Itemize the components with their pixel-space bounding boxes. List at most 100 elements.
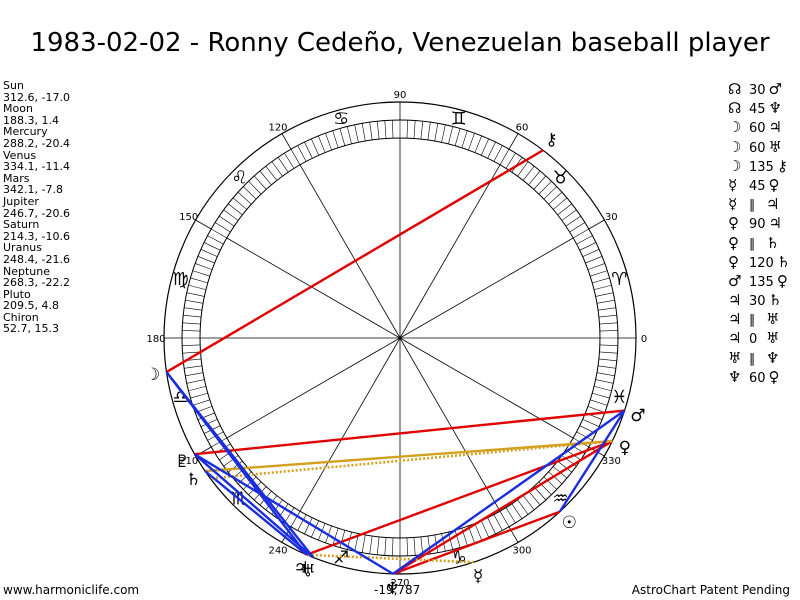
degree-tick bbox=[384, 537, 387, 556]
aspect-planet-2: ♂ bbox=[768, 80, 782, 98]
planet-glyph: ☽ bbox=[145, 365, 160, 385]
aspect-table: ☊ 30 ♂ ☊ 45 ♆ ☽ 60 ♃ ☽ 60 ♅ ☽ 135 ⚷ ☿ 45 ♀ ☿ ∥ ♃ ♀ 90 ♃ ♀ ∥ ♄ ♀ 120 ♄… bbox=[728, 80, 795, 387]
degree-tick bbox=[361, 534, 366, 553]
degree-tick bbox=[599, 351, 618, 354]
degree-tick bbox=[197, 256, 215, 264]
position-value: 334.1, -11.4 bbox=[3, 160, 70, 174]
degree-tick bbox=[595, 292, 614, 297]
degree-tick bbox=[354, 124, 359, 143]
degree-tick bbox=[211, 437, 227, 448]
degree-tick bbox=[223, 455, 239, 467]
degree-label: 0 bbox=[641, 334, 647, 345]
aspect-type: 120 bbox=[749, 255, 774, 271]
aspect-type: 90 bbox=[749, 217, 766, 233]
degree-tick bbox=[284, 507, 295, 524]
degree-tick bbox=[332, 528, 339, 546]
degree-tick bbox=[493, 514, 503, 531]
degree-tick bbox=[474, 523, 482, 541]
position-name: Pluto bbox=[3, 287, 31, 301]
degree-tick bbox=[454, 530, 461, 548]
degree-tick bbox=[271, 161, 283, 177]
aspect-line bbox=[204, 439, 613, 473]
aspect-line bbox=[204, 470, 308, 556]
position-value: 248.4, -21.6 bbox=[3, 252, 70, 266]
degree-tick bbox=[448, 126, 454, 145]
zodiac-sign-glyph: ♎ bbox=[173, 387, 189, 408]
degree-tick bbox=[587, 263, 605, 270]
degree-tick bbox=[585, 256, 603, 264]
degree-tick bbox=[182, 351, 201, 354]
degree-tick bbox=[392, 537, 394, 556]
aspect-row: ♃ 30 ♄ bbox=[728, 291, 795, 310]
degree-tick bbox=[361, 123, 366, 142]
position-value: 214.3, -10.6 bbox=[3, 229, 70, 243]
aspect-planet-2: ♅ bbox=[766, 310, 780, 329]
degree-tick bbox=[599, 330, 618, 332]
degree-tick bbox=[598, 314, 617, 318]
degree-tick bbox=[406, 537, 408, 556]
degree-tick bbox=[533, 175, 547, 190]
planet-glyph: ♂ bbox=[630, 406, 645, 426]
position-value: 312.6, -17.0 bbox=[3, 90, 70, 104]
aspect-line bbox=[392, 409, 626, 575]
degree-tick bbox=[195, 263, 213, 270]
zodiac-sign-glyph: ♌ bbox=[231, 167, 247, 188]
chart-title: 1983-02-02 - Ronny Cedeño, Venezuelan ba… bbox=[30, 28, 770, 58]
degree-tick bbox=[192, 399, 210, 406]
degree-tick bbox=[207, 235, 224, 245]
degree-tick bbox=[543, 476, 558, 490]
degree-tick bbox=[284, 152, 295, 169]
degree-tick bbox=[522, 166, 535, 181]
degree-tick bbox=[434, 123, 439, 142]
aspect-row: ☿ 45 ♀ bbox=[728, 176, 795, 195]
aspect-planet-2: ♀ bbox=[776, 271, 788, 290]
zodiac-sign-glyph: ♐ bbox=[333, 547, 349, 568]
degree-tick bbox=[561, 209, 577, 221]
sign-spoke bbox=[226, 337, 401, 439]
planet-glyph: ♀ bbox=[619, 438, 631, 458]
aspect-line bbox=[165, 149, 544, 374]
degree-tick bbox=[522, 495, 535, 510]
sign-spoke bbox=[399, 337, 501, 512]
aspect-planet-2: ♆ bbox=[768, 99, 782, 118]
degree-tick bbox=[593, 284, 612, 290]
degree-tick bbox=[538, 180, 552, 195]
degree-tick bbox=[297, 145, 307, 162]
degree-tick bbox=[441, 124, 446, 143]
degree-tick bbox=[376, 121, 380, 140]
degree-tick bbox=[413, 120, 416, 139]
aspect-row: ☊ 45 ♆ bbox=[728, 99, 795, 118]
zodiac-sign-glyph: ♊ bbox=[451, 109, 467, 130]
position-name: Venus bbox=[3, 148, 37, 162]
aspect-planet-1: ♃ bbox=[728, 310, 742, 329]
degree-tick bbox=[557, 460, 572, 473]
degree-tick bbox=[582, 419, 600, 427]
zodiac-sign-glyph: ♓ bbox=[611, 387, 627, 408]
degree-tick bbox=[265, 166, 278, 181]
degree-tick bbox=[599, 344, 618, 346]
sign-spoke bbox=[399, 164, 501, 339]
aspect-type: ∥ bbox=[749, 198, 756, 214]
degree-tick bbox=[487, 517, 496, 535]
degree-tick bbox=[232, 197, 247, 210]
degree-label: 330 bbox=[602, 456, 621, 467]
aspect-planet-1: ♆ bbox=[728, 367, 742, 386]
zodiac-sign-glyph: ♈ bbox=[611, 269, 627, 290]
degree-tick bbox=[590, 399, 608, 406]
footer-website[interactable]: www.harmoniclife.com bbox=[3, 583, 140, 597]
planet-glyph: ♃ bbox=[293, 559, 308, 579]
position-name: Mercury bbox=[3, 125, 48, 139]
degree-label: 210 bbox=[179, 456, 198, 467]
degree-label: 120 bbox=[268, 123, 287, 134]
aspect-planet-1: ☿ bbox=[728, 195, 738, 214]
aspect-planet-1: ♀ bbox=[728, 233, 739, 252]
aspect-line bbox=[392, 510, 561, 576]
planet-glyph: ☿ bbox=[473, 566, 483, 586]
degree-tick bbox=[454, 128, 461, 146]
position-value: 188.3, 1.4 bbox=[3, 113, 59, 127]
aspect-planet-1: ♀ bbox=[728, 252, 739, 271]
degree-tick bbox=[481, 520, 489, 538]
degree-tick bbox=[311, 520, 319, 538]
sign-spoke-outer bbox=[508, 133, 519, 150]
sign-spoke-outer bbox=[195, 219, 212, 230]
